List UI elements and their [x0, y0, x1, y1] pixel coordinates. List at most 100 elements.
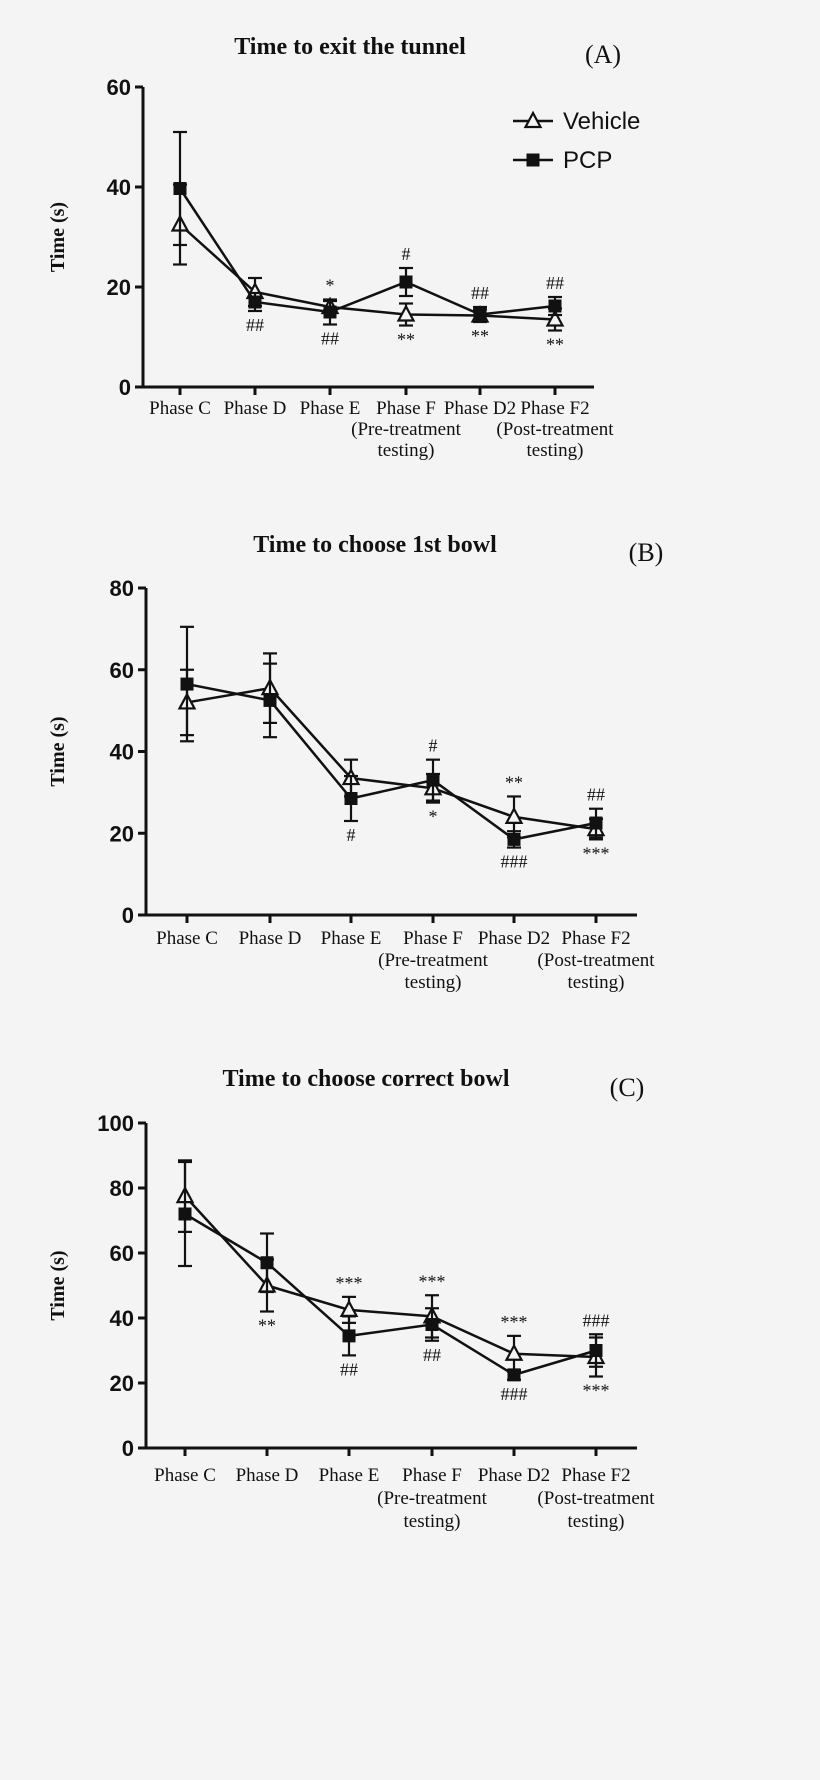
- significance-marker: ***: [583, 1381, 610, 1401]
- y-axis-label: Time (s): [47, 716, 69, 786]
- x-tick-label: testing): [568, 972, 625, 993]
- x-tick-label: (Pre-treatment: [378, 950, 488, 971]
- y-axis-label: Time (s): [47, 1250, 69, 1320]
- x-tick-label: (Post-treatment: [496, 419, 614, 440]
- significance-marker: #: [402, 244, 411, 264]
- chart-title: Time to choose correct bowl: [222, 1066, 509, 1092]
- x-tick-label: Phase F2: [561, 1465, 630, 1486]
- y-tick-label: 60: [110, 658, 134, 683]
- series-line-vehicle: [179, 223, 556, 321]
- x-tick-label: testing): [404, 1511, 461, 1532]
- significance-marker: ##: [471, 283, 489, 303]
- data-point-vehicle: [545, 309, 565, 327]
- legend-label-vehicle: Vehicle: [563, 108, 640, 135]
- significance-marker: **: [258, 1316, 276, 1336]
- x-tick-label: Phase C: [149, 398, 211, 419]
- significance-marker: ***: [583, 843, 610, 863]
- data-point-pcp: [173, 182, 187, 195]
- y-tick-label: 20: [110, 1371, 134, 1396]
- y-tick-label: 40: [107, 175, 131, 200]
- y-tick-label: 80: [110, 576, 134, 601]
- x-tick-label: Phase C: [156, 928, 218, 949]
- data-point-pcp: [180, 677, 194, 691]
- data-point-pcp: [425, 1318, 439, 1331]
- data-point-pcp: [589, 1344, 603, 1357]
- data-point-pcp: [344, 792, 358, 806]
- x-tick-label: Phase D2: [478, 928, 550, 949]
- x-tick-label: Phase E: [300, 398, 361, 419]
- y-tick-label: 0: [122, 903, 134, 928]
- significance-marker: ***: [419, 1271, 446, 1291]
- y-tick-label: 80: [110, 1176, 134, 1201]
- x-tick-label: Phase E: [321, 928, 382, 949]
- data-point-pcp: [323, 305, 337, 319]
- significance-marker: ##: [546, 273, 564, 293]
- series-line-vehicle: [186, 686, 597, 831]
- y-tick-label: 60: [107, 75, 131, 100]
- panel-label: (B): [629, 538, 664, 567]
- y-tick-label: 20: [110, 821, 134, 846]
- data-point-pcp: [248, 295, 262, 309]
- significance-marker: ###: [501, 1384, 528, 1404]
- x-tick-label: (Pre-treatment: [377, 1488, 487, 1509]
- x-tick-label: Phase C: [154, 1465, 216, 1486]
- x-tick-label: Phase D2: [478, 1465, 550, 1486]
- chart-title: Time to exit the tunnel: [234, 34, 466, 60]
- significance-marker: ##: [246, 315, 264, 335]
- x-tick-label: Phase D: [236, 1465, 299, 1486]
- y-tick-label: 0: [119, 375, 131, 400]
- significance-marker: **: [505, 772, 523, 792]
- data-point-pcp: [342, 1329, 356, 1343]
- x-tick-label: (Post-treatment: [537, 1488, 655, 1509]
- legend-marker-vehicle: [523, 110, 543, 129]
- data-point-pcp: [548, 299, 562, 313]
- x-tick-label: Phase F2: [520, 398, 589, 419]
- legend-marker-pcp: [526, 153, 540, 167]
- data-point-pcp: [178, 1207, 192, 1221]
- significance-marker: *: [326, 276, 335, 296]
- y-tick-label: 40: [110, 740, 134, 765]
- data-point-pcp: [426, 773, 440, 787]
- series-line-pcp: [178, 187, 556, 316]
- significance-marker: **: [471, 326, 489, 346]
- x-tick-label: Phase D2: [444, 398, 516, 419]
- significance-marker: *: [429, 807, 438, 827]
- significance-marker: #: [429, 736, 438, 756]
- x-tick-label: testing): [568, 1511, 625, 1532]
- x-tick-label: (Pre-treatment: [351, 419, 461, 440]
- x-tick-label: Phase E: [319, 1465, 380, 1486]
- x-tick-label: (Post-treatment: [537, 950, 655, 971]
- significance-marker: ##: [321, 329, 339, 349]
- significance-marker: ##: [340, 1359, 358, 1379]
- significance-marker: **: [397, 330, 415, 350]
- data-point-pcp: [473, 308, 487, 321]
- significance-marker: ##: [423, 1345, 441, 1365]
- panel-b: Time to choose 1st bowl (B) Time (s) 0 20 40 6…: [47, 532, 663, 993]
- data-point-vehicle: [504, 806, 524, 825]
- data-point-pcp: [263, 693, 277, 707]
- data-point-pcp: [589, 816, 603, 830]
- significance-marker: **: [546, 335, 564, 355]
- data-point-pcp: [399, 275, 413, 289]
- data-point-vehicle: [396, 304, 416, 322]
- series-line-vehicle: [184, 1195, 597, 1359]
- x-tick-label: testing): [527, 440, 584, 461]
- x-tick-label: testing): [378, 440, 435, 461]
- chart-title: Time to choose 1st bowl: [253, 532, 497, 558]
- legend-label-pcp: PCP: [563, 147, 612, 174]
- panel-c: Time to choose correct bowl (C) Time (s) 0 2…: [47, 1066, 655, 1532]
- y-tick-label: 40: [110, 1306, 134, 1331]
- x-tick-label: Phase F: [402, 1465, 462, 1486]
- y-tick-label: 0: [122, 1436, 134, 1461]
- series-line-pcp: [184, 1212, 597, 1377]
- panel-a: Time to exit the tunnel (A) Time (s) 0 20 40 6…: [47, 34, 640, 461]
- significance-marker: ***: [336, 1273, 363, 1293]
- y-tick-label: 20: [107, 275, 131, 300]
- data-point-pcp: [507, 1368, 521, 1382]
- y-axis-label: Time (s): [47, 202, 69, 272]
- data-point-pcp: [507, 832, 521, 846]
- significance-marker: ###: [501, 852, 528, 872]
- x-tick-label: Phase F: [403, 928, 463, 949]
- series-line-pcp: [186, 682, 597, 841]
